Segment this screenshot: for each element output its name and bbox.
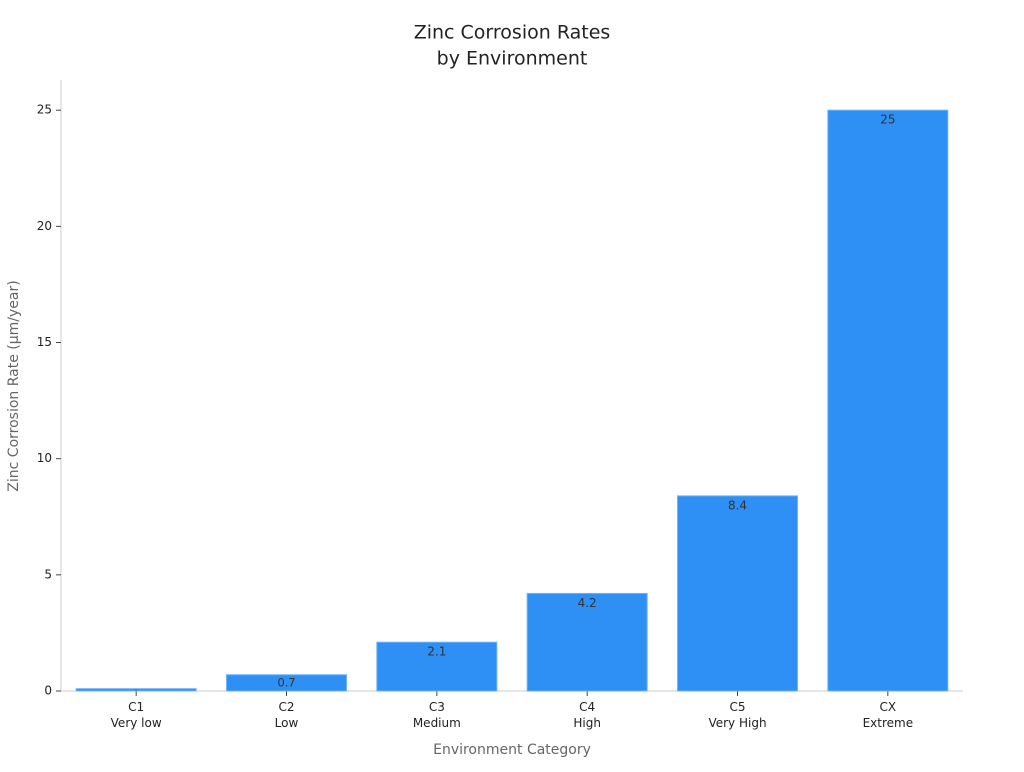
x-tick-label-line: C2 <box>278 700 294 714</box>
x-tick-label-line: C4 <box>579 700 595 714</box>
bar <box>376 641 498 692</box>
data-label: 8.4 <box>728 498 747 512</box>
bar <box>526 592 648 692</box>
x-tick-label: C3 Medium <box>413 700 461 730</box>
y-tick-label: 15 <box>37 335 52 349</box>
x-tick-label-line: High <box>573 716 601 730</box>
data-label: 25 <box>880 113 895 127</box>
x-tick-label: C1 Very low <box>111 700 162 730</box>
y-tick-label: 5 <box>44 567 52 581</box>
chart-title: by Environment <box>437 48 588 70</box>
x-tick-label-line: Very High <box>708 716 766 730</box>
y-axis-label: Zinc Corrosion Rate (μm/year) <box>6 280 22 491</box>
x-tick-label-line: C1 <box>128 700 144 714</box>
data-label: 0.1 <box>135 689 138 691</box>
x-tick-label: C2 Low <box>275 700 299 730</box>
data-label: 2.1 <box>427 645 446 659</box>
x-tick-label-line: C5 <box>729 700 745 714</box>
data-label: 4.2 <box>578 596 597 610</box>
x-tick-label-line: Very low <box>111 716 162 730</box>
bar <box>75 688 197 692</box>
x-tick-label-line: Low <box>275 716 299 730</box>
x-tick-label-line: Medium <box>413 716 461 730</box>
x-axis-label: Environment Category <box>433 742 591 758</box>
y-tick-label: 25 <box>37 103 52 117</box>
chart-title: Zinc Corrosion Rates <box>414 22 611 44</box>
y-tick-label: 0 <box>44 684 52 698</box>
x-tick-label: CX Extreme <box>863 700 914 730</box>
x-tick-label-line: Extreme <box>863 716 914 730</box>
data-label: 0.7 <box>277 675 295 689</box>
x-tick-label-line: C3 <box>429 700 445 714</box>
y-tick-label: 20 <box>37 219 52 233</box>
x-tick-label-line: CX <box>880 700 897 714</box>
x-tick-label: C4 High <box>573 700 601 730</box>
y-tick-label: 10 <box>37 451 52 465</box>
bar <box>827 109 949 692</box>
bar <box>677 495 798 692</box>
bar <box>226 674 347 692</box>
x-tick-label: C5 Very High <box>708 700 766 730</box>
